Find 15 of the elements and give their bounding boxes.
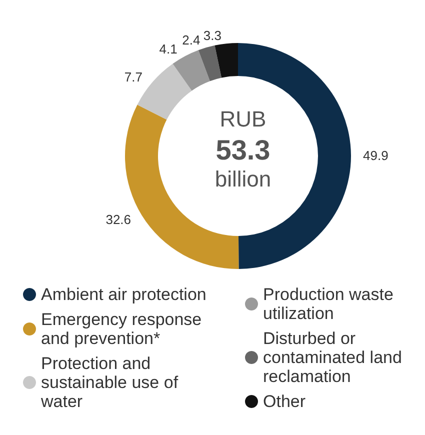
- text: billion: [214, 166, 272, 192]
- legend-label: Other: [263, 392, 306, 411]
- data-label: 7.7: [124, 69, 142, 84]
- legend-label: Disturbed or contaminated land reclamation: [263, 329, 407, 386]
- legend-label: Emergency response and prevention*: [41, 310, 206, 348]
- data-label: 49.9: [363, 148, 388, 164]
- text: 53.3: [216, 134, 270, 166]
- data-label: 2.4: [182, 32, 200, 48]
- legend-label: Ambient air protection: [41, 285, 206, 304]
- text: RUB: [220, 106, 266, 132]
- legend-label: Production waste utilization: [263, 285, 398, 323]
- data-label: 4.1: [159, 42, 178, 57]
- legend-label: Protection and sustainable use of water: [40, 354, 183, 411]
- data-label: 3.3: [203, 28, 222, 44]
- data-label: 32.6: [106, 212, 132, 228]
